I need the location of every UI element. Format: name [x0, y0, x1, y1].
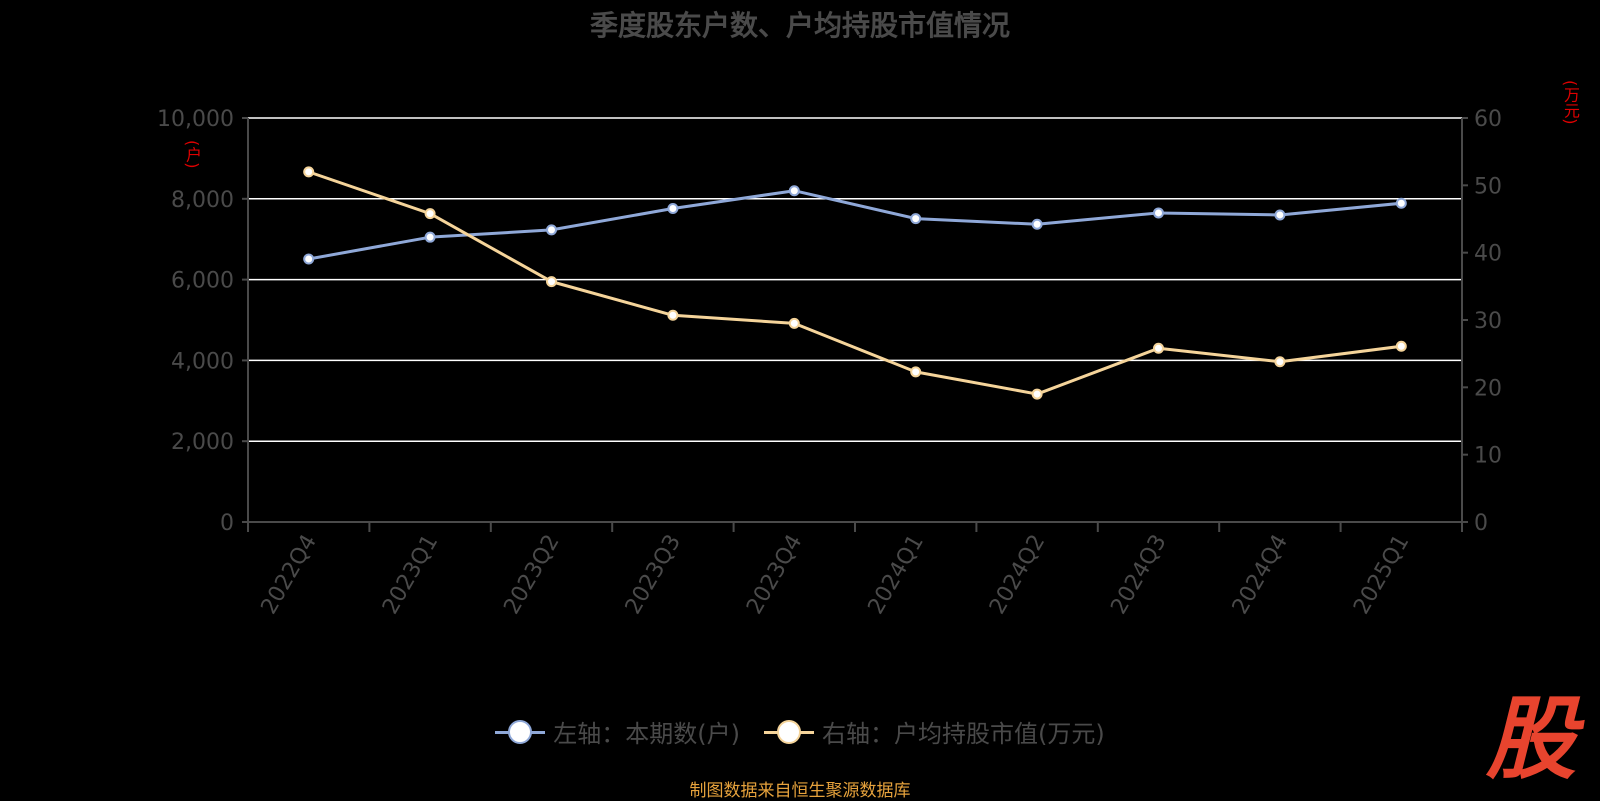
series-line-1 [308, 189, 1402, 261]
x-tick-label: 2023Q4 [742, 531, 807, 619]
data-point-series-2 [546, 276, 557, 288]
chart-title: 季度股东户数、户均持股市值情况 [589, 9, 1010, 42]
legend-right-series-label: 右轴：户均持股市值(万元) [822, 720, 1105, 748]
data-point-series-1 [788, 185, 800, 197]
x-tick-label: 2024Q3 [1106, 531, 1171, 619]
legend-left-series-icon [495, 719, 546, 745]
y-left-tick-label: 10,000 [157, 107, 234, 132]
data-point-series-1 [1395, 197, 1407, 209]
right-axis-unit: (万元) [1561, 80, 1580, 125]
x-tick-label: 2023Q2 [499, 531, 564, 619]
data-point-series-1 [546, 224, 557, 236]
data-point-series-2 [910, 366, 922, 378]
data-point-series-1 [1274, 209, 1286, 221]
y-right-tick-label: 0 [1474, 511, 1488, 536]
data-point-series-2 [424, 208, 436, 220]
brand-logo: 股 [1486, 687, 1576, 792]
data-point-series-2 [1031, 388, 1043, 400]
legend-right-series-icon [764, 719, 814, 745]
data-point-series-2 [303, 166, 315, 178]
x-tick-label: 2023Q1 [378, 531, 443, 619]
data-point-series-2 [788, 317, 800, 329]
y-right-tick-label: 20 [1474, 376, 1502, 401]
y-right-tick-label: 60 [1474, 107, 1502, 132]
series-line-2 [308, 170, 1402, 396]
x-tick-label: 2024Q1 [864, 531, 929, 619]
x-tick-label: 2023Q3 [621, 531, 686, 619]
data-point-series-1 [1153, 207, 1164, 219]
y-right-tick-label: 10 [1474, 444, 1502, 469]
legend-item-left-series[interactable]: 左轴：本期数(户) [495, 714, 740, 749]
y-left-tick-label: 0 [220, 511, 234, 536]
y-right-tick-label: 30 [1474, 309, 1502, 334]
data-point-series-1 [1031, 218, 1043, 230]
data-point-series-1 [303, 253, 315, 265]
y-left-tick-label: 4,000 [171, 349, 234, 374]
y-right-tick-label: 40 [1474, 242, 1502, 267]
data-point-series-1 [910, 213, 922, 225]
legend-left-series-label: 左轴：本期数(户) [553, 720, 740, 748]
data-point-series-2 [667, 309, 679, 321]
x-tick-label: 2022Q4 [257, 531, 322, 619]
y-right-tick-label: 50 [1474, 174, 1502, 199]
data-point-series-1 [667, 202, 679, 214]
y-left-tick-label: 6,000 [171, 269, 234, 294]
y-left-tick-label: 2,000 [171, 430, 234, 455]
x-tick-label: 2024Q2 [985, 531, 1050, 619]
x-tick-label: 2025Q1 [1349, 531, 1414, 619]
data-point-series-1 [424, 231, 436, 243]
data-point-series-2 [1395, 340, 1407, 352]
legend-item-right-series[interactable]: 右轴：户均持股市值(万元) [764, 714, 1105, 749]
data-point-series-2 [1274, 356, 1286, 368]
data-point-series-2 [1153, 342, 1164, 354]
legend: 左轴：本期数(户) 右轴：户均持股市值(万元) [0, 714, 1600, 749]
y-left-tick-label: 8,000 [171, 188, 234, 213]
source-note: 制图数据来自恒生聚源数据库 [689, 781, 911, 801]
left-axis-unit: (户) [183, 140, 202, 169]
x-tick-label: 2024Q4 [1228, 531, 1293, 619]
